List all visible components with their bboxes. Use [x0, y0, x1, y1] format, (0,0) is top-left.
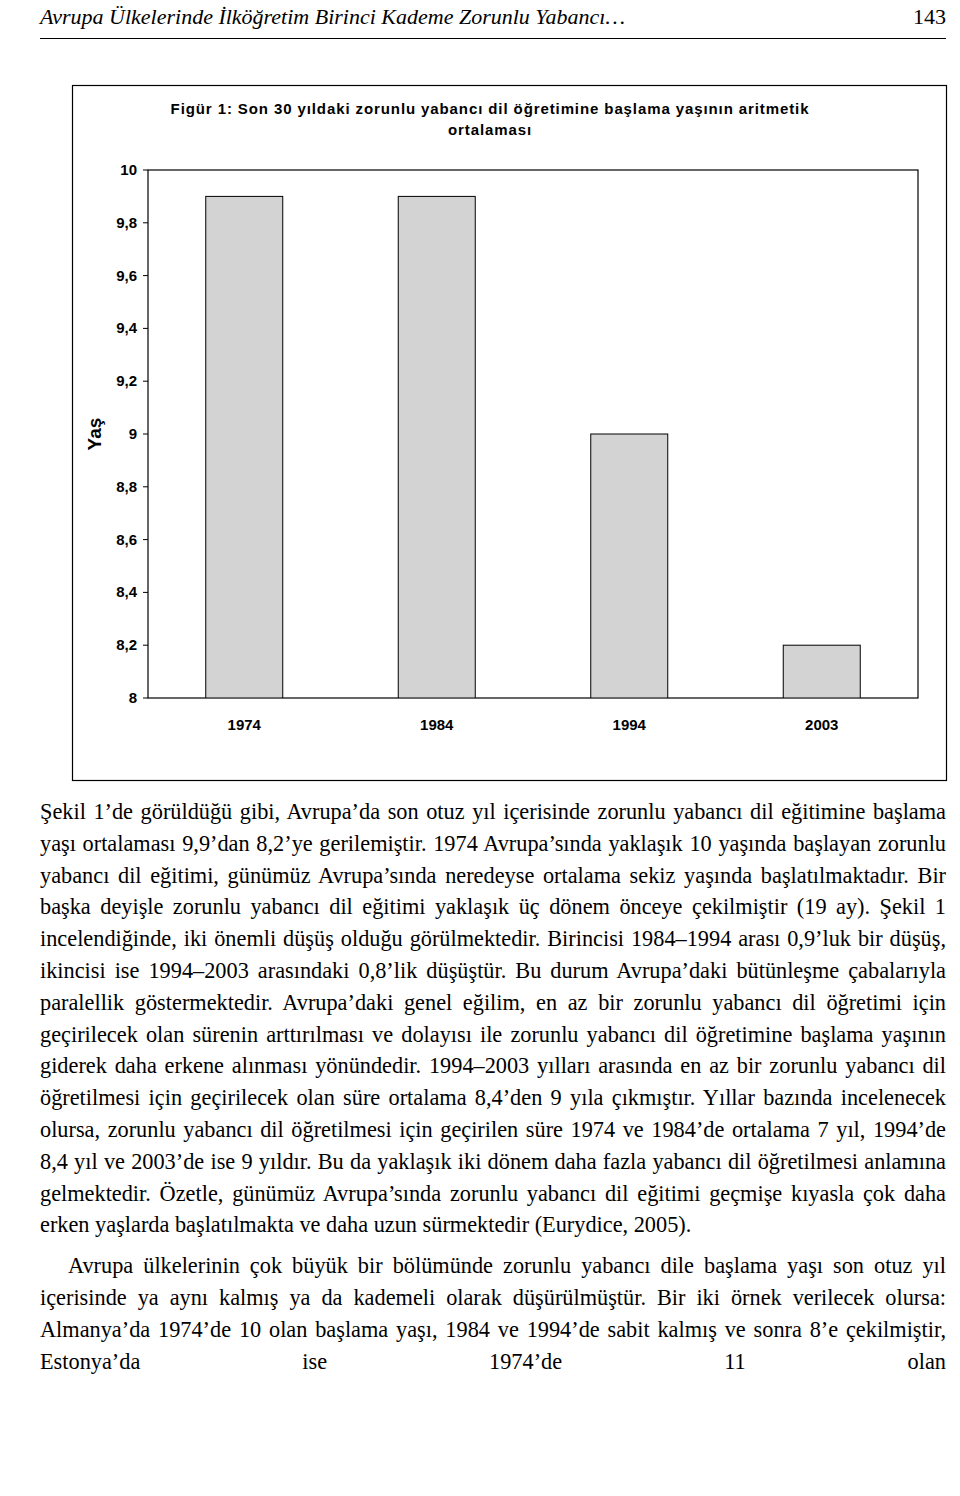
y-tick-label: 8,6 [116, 531, 137, 548]
chart-title: Figür 1: Son 30 yıldaki zorunlu yabancı … [130, 98, 850, 140]
y-tick-label: 8,2 [116, 636, 137, 653]
y-tick-label: 8,4 [116, 583, 138, 600]
x-tick-label: 1994 [613, 716, 647, 733]
y-tick-label: 8,8 [116, 478, 137, 495]
x-tick-label: 1974 [228, 716, 262, 733]
y-tick [143, 222, 148, 223]
y-tick [143, 328, 148, 329]
running-head: Avrupa Ülkelerinde İlköğretim Birinci Ka… [40, 4, 625, 30]
x-tick-label: 2003 [805, 716, 838, 733]
chart-frame [73, 86, 947, 781]
bar [206, 196, 283, 698]
y-tick [143, 698, 148, 699]
y-tick-label: 10 [120, 161, 137, 178]
y-tick-label: 9,6 [116, 267, 137, 284]
y-tick [143, 170, 148, 171]
y-tick [143, 434, 148, 435]
page-number: 143 [913, 4, 946, 30]
plot-area [148, 170, 918, 698]
y-axis-label: Yaş [84, 418, 105, 451]
paragraph: Şekil 1’de görüldüğü gibi, Avrupa’da son… [40, 796, 946, 1241]
chart: 8 8,2 8,4 8,6 8,8 9 9,2 9,4 9,6 9,8 10 Yaş 1974 1984 1… [0, 0, 960, 800]
bar [783, 645, 860, 698]
y-tick-label: 9,2 [116, 372, 137, 389]
y-tick-label: 9 [129, 425, 137, 442]
y-tick [143, 592, 148, 593]
y-tick-label: 8 [129, 689, 137, 706]
paragraph: Avrupa ülkelerinin çok büyük bir bölümün… [40, 1250, 946, 1377]
bars [206, 196, 861, 698]
y-tick [143, 275, 148, 276]
header-rule [40, 38, 946, 39]
y-tick-label: 9,8 [116, 214, 137, 231]
y-tick [143, 486, 148, 487]
bar [398, 196, 475, 698]
body-text: Şekil 1’de görüldüğü gibi, Avrupa’da son… [40, 796, 946, 1377]
bar [591, 434, 668, 698]
y-tick [143, 381, 148, 382]
y-tick [143, 539, 148, 540]
x-tick-label: 1984 [420, 716, 454, 733]
y-tick [143, 645, 148, 646]
y-tick-label: 9,4 [116, 319, 138, 336]
